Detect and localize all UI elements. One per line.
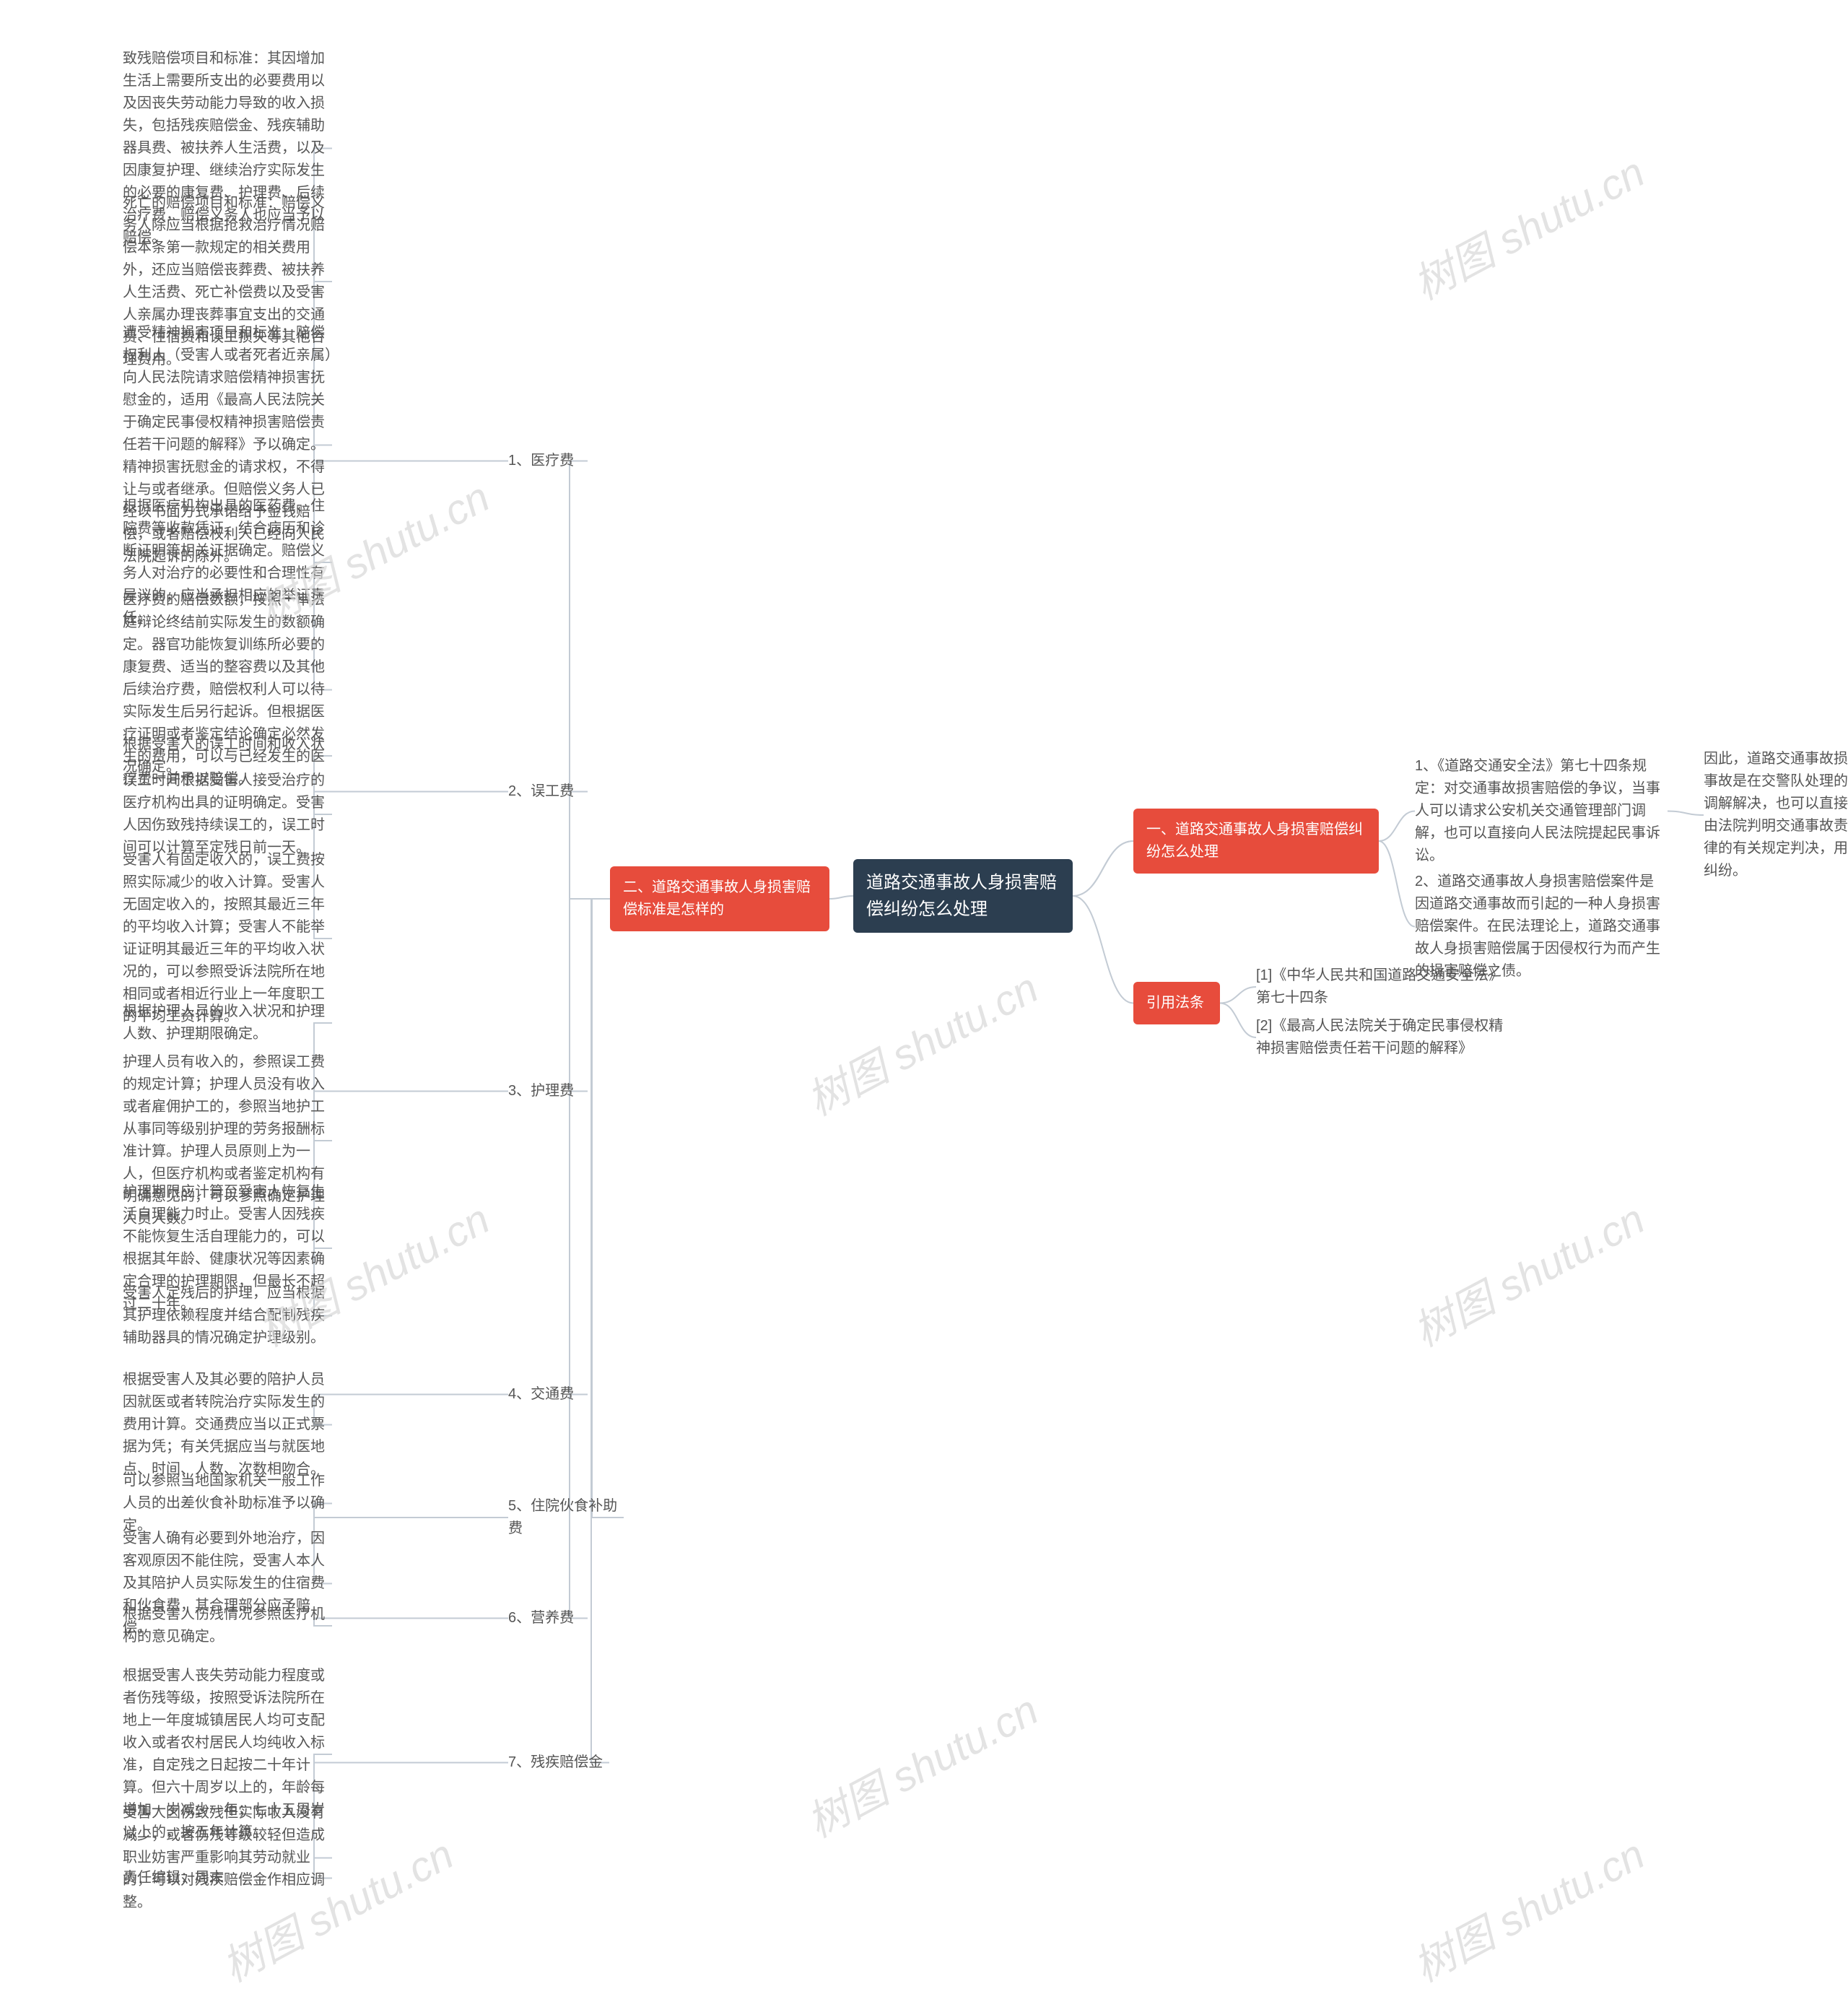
connector: [314, 1754, 508, 1763]
mindmap-canvas: 道路交通事故人身损害赔偿纠纷怎么处理一、道路交通事故人身损害赔偿纠纷怎么处理 1、…: [0, 0, 1848, 1949]
connector: [314, 1619, 508, 1627]
sub-node: 5、住院伙食补助费: [508, 1491, 624, 1544]
connector: [1220, 1003, 1256, 1038]
connector: [1379, 811, 1415, 842]
sub-node: 4、交通费: [508, 1379, 588, 1410]
connector: [314, 792, 508, 939]
connector: [314, 149, 508, 461]
connector: [1668, 811, 1704, 816]
root-node: 道路交通事故人身损害赔偿纠纷怎么处理: [853, 859, 1073, 933]
sub-node: 7、残疾赔偿金: [508, 1747, 609, 1778]
connector: [314, 1395, 508, 1425]
connector: [570, 899, 610, 1092]
connector: [314, 792, 508, 815]
leaf-node: 受害人定残后的护理，应当根据其护理依赖程度并结合配制残疾辅助器具的情况确定护理级…: [123, 1278, 332, 1354]
sub-node: 1、医疗费: [508, 445, 588, 476]
branch-node: 引用法条: [1133, 982, 1220, 1024]
connector: [314, 282, 508, 461]
watermark: 树图 shutu.cn: [795, 1676, 1047, 1849]
connector: [314, 1092, 508, 1316]
connector: [592, 899, 624, 1518]
connector: [314, 1763, 508, 1878]
connector: [591, 899, 610, 1763]
connector: [314, 756, 508, 792]
branch-node: 二、道路交通事故人身损害赔偿标准是怎样的: [610, 866, 829, 931]
leaf-node: [1]《中华人民共和国道路交通安全法》 第七十四条: [1256, 960, 1509, 1014]
connector: [314, 461, 508, 690]
connector: [1073, 841, 1133, 896]
connector: [314, 461, 508, 563]
connector: [829, 896, 853, 899]
connector: [570, 461, 610, 900]
sub-node: 3、护理费: [508, 1076, 588, 1107]
connector: [314, 1763, 508, 1858]
leaf-node: 责任编辑：周末: [123, 1863, 332, 1894]
connector: [314, 1518, 508, 1584]
watermark: 树图 shutu.cn: [795, 954, 1047, 1127]
connector: [314, 1092, 508, 1249]
watermark: 树图 shutu.cn: [1401, 1821, 1654, 1993]
watermark: 树图 shutu.cn: [1401, 139, 1654, 311]
connector: [1220, 987, 1256, 1003]
leaf-node: [2]《最高人民法院关于确定民事侵权精神损害赔偿责任若干问题的解释》: [1256, 1011, 1509, 1064]
connector: [570, 899, 610, 1395]
sub-node: 2、误工费: [508, 776, 588, 807]
connector: [1073, 841, 1133, 896]
connector: [1073, 896, 1133, 1003]
leaf-node: 因此，道路交通事故损害赔偿产生纠纷，事故是在交警队处理的可以请求交警出面调解解决…: [1704, 744, 1848, 887]
watermark: 树图 shutu.cn: [1401, 1185, 1654, 1358]
branch-node: 一、道路交通事故人身损害赔偿纠纷怎么处理: [1133, 809, 1379, 874]
connector: [1379, 841, 1415, 927]
connector: [314, 445, 508, 461]
leaf-node: 根据受害人伤残情况参照医疗机构的意见确定。: [123, 1599, 332, 1653]
connector: [314, 1092, 508, 1141]
leaf-node: 根据护理人员的收入状况和护理人数、护理期限确定。: [123, 996, 332, 1050]
connector: [314, 1023, 508, 1092]
connector: [314, 1504, 508, 1518]
sub-node: 6、营养费: [508, 1603, 588, 1634]
connector: [570, 792, 610, 900]
leaf-node: 受害人因伤致残但实际收入没有减少，或者伤残等级较轻但造成职业妨害严重影响其劳动就…: [123, 1798, 332, 1918]
leaf-node: 1、《道路交通安全法》第七十四条规定：对交通事故损害赔偿的争议，当事人可以请求公…: [1415, 751, 1668, 871]
